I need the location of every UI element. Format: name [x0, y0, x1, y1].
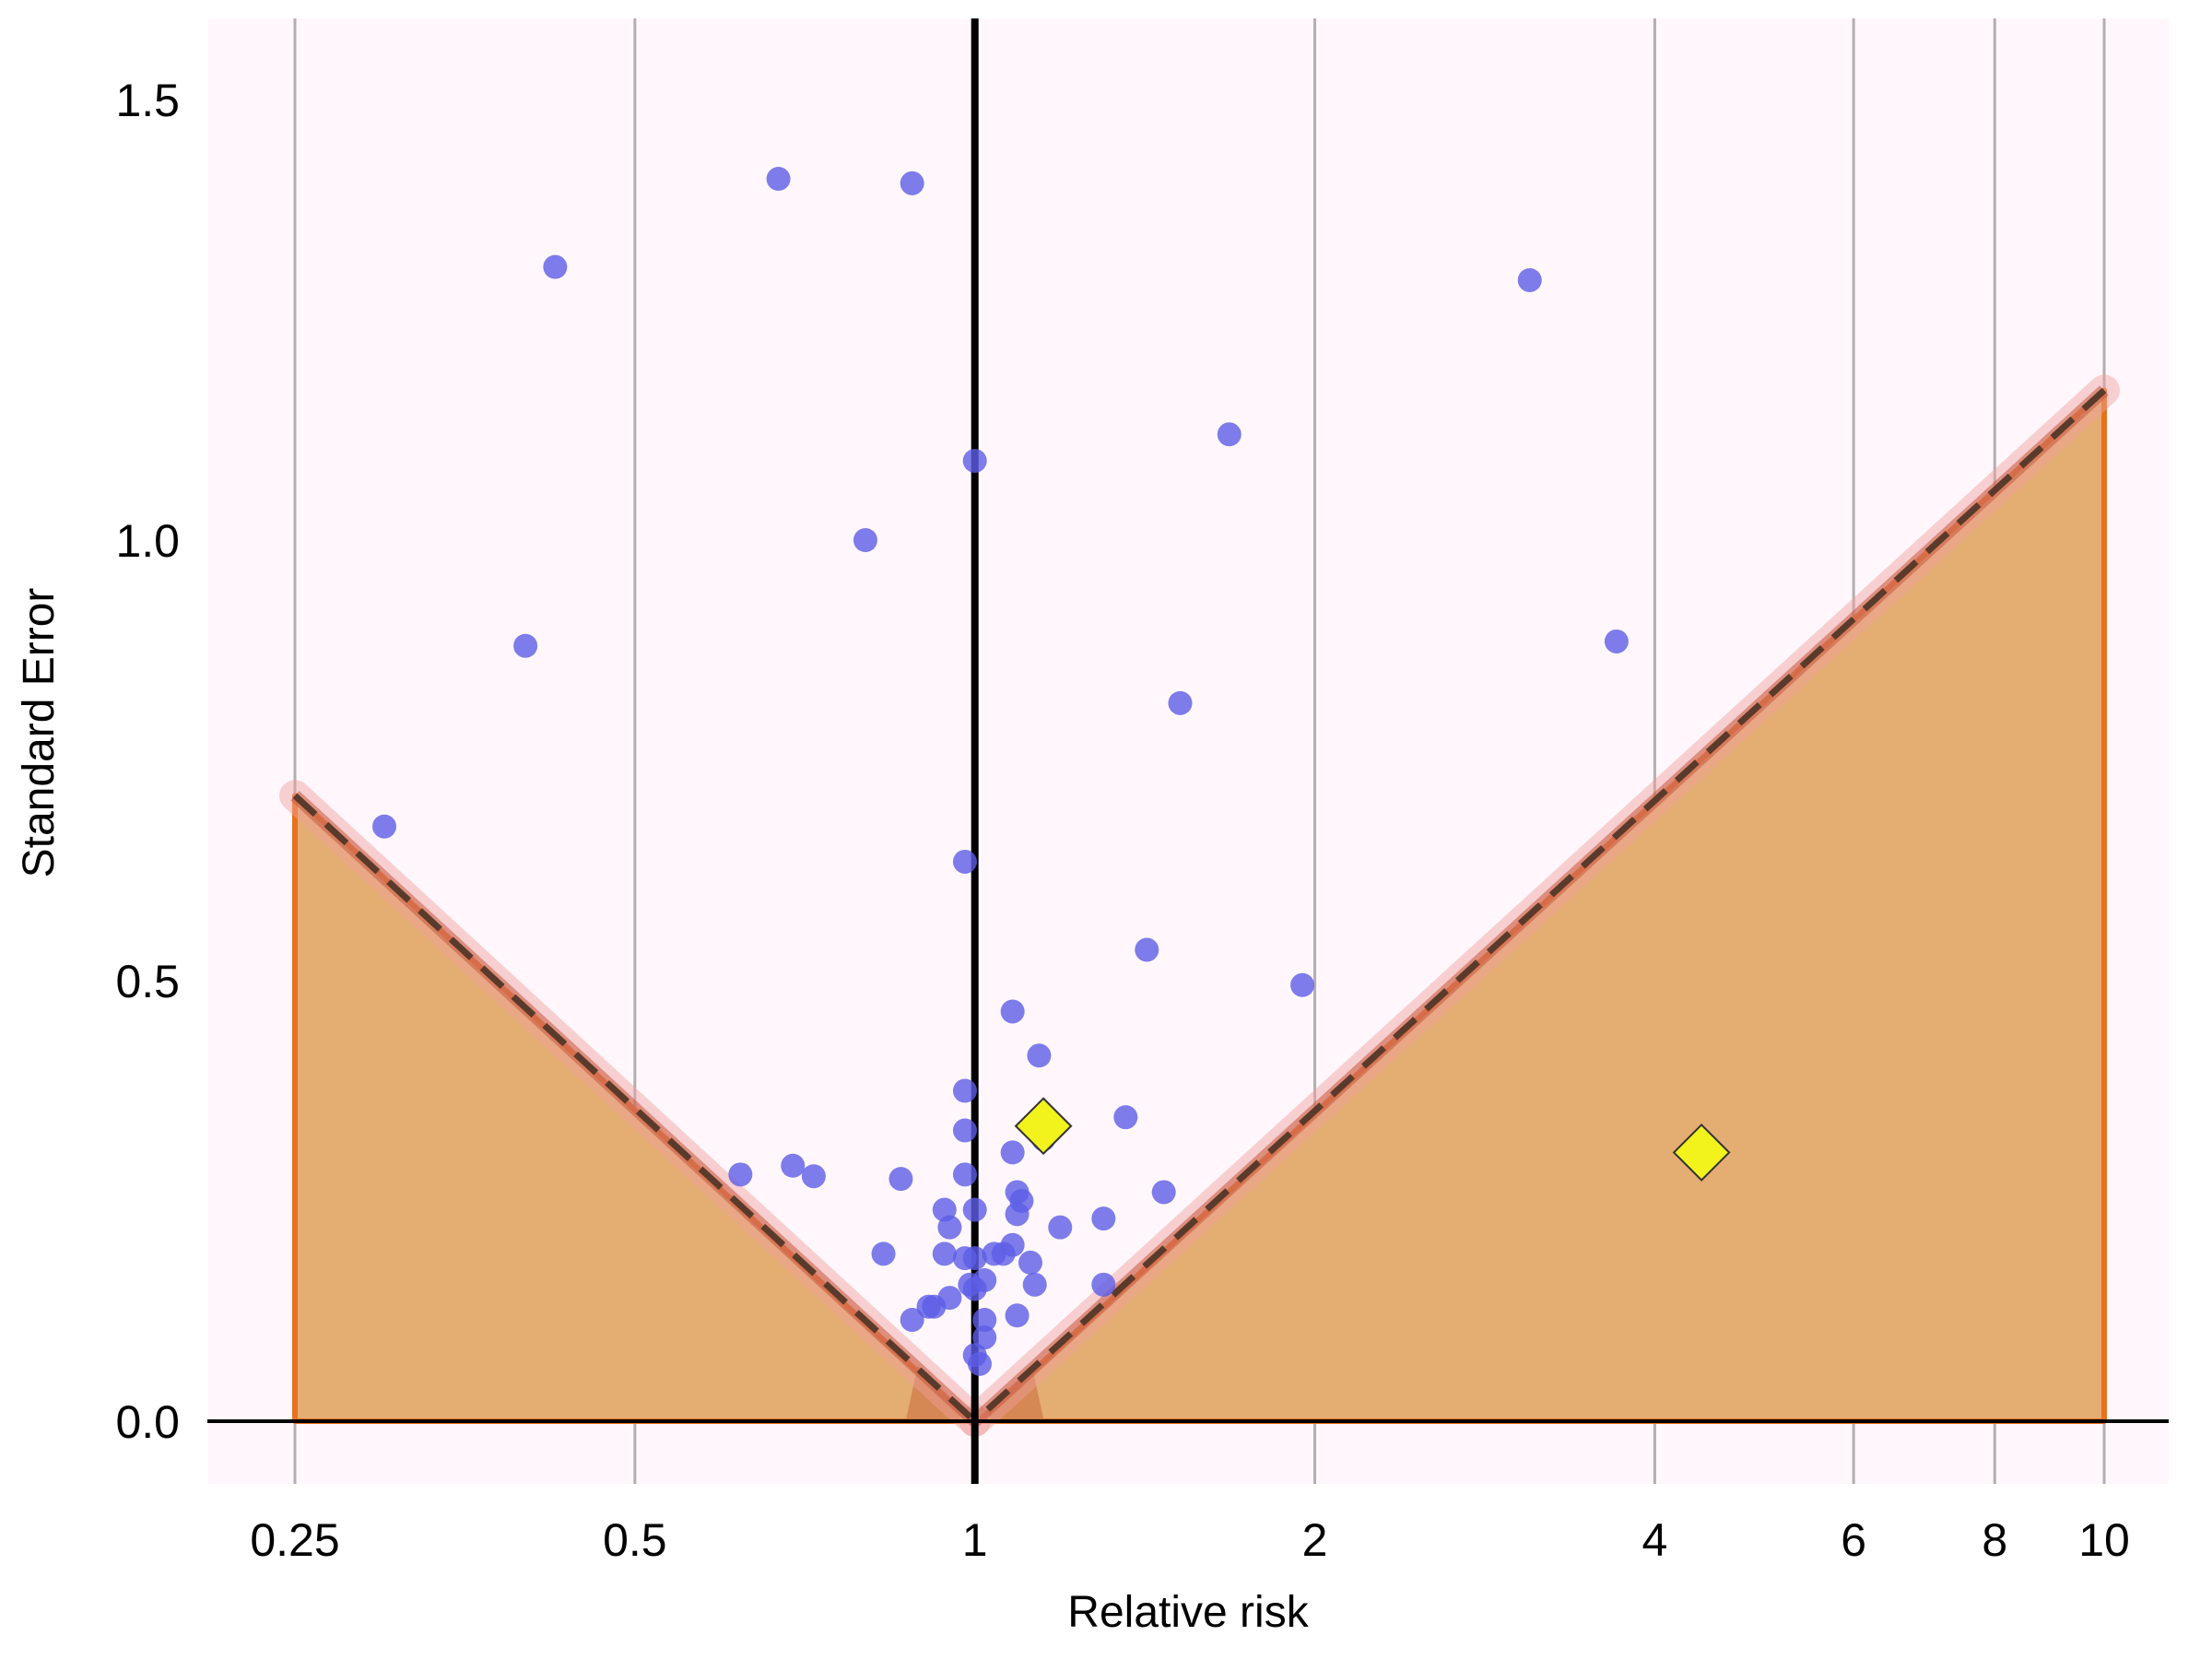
x-tick-label: 8: [1982, 1514, 2007, 1566]
x-tick-label: 0.25: [250, 1514, 339, 1566]
data-point: [952, 849, 977, 874]
data-point: [1517, 267, 1542, 292]
y-tick-label: 1.5: [115, 75, 180, 126]
y-axis-title: Standard Error: [15, 588, 64, 878]
x-axis-title: Relative risk: [1067, 1588, 1309, 1637]
data-point: [1048, 1215, 1073, 1240]
data-point: [888, 1167, 913, 1192]
data-point: [1168, 690, 1193, 715]
x-tick-label: 1: [962, 1514, 988, 1566]
data-point: [900, 171, 924, 195]
data-point: [801, 1164, 826, 1189]
data-point: [1005, 1303, 1030, 1328]
data-point: [1604, 629, 1629, 653]
data-point: [513, 633, 538, 658]
data-point: [972, 1325, 997, 1350]
data-point: [1135, 937, 1159, 962]
data-point: [952, 1162, 977, 1187]
y-tick-label: 1.0: [115, 515, 180, 567]
data-point: [766, 167, 791, 192]
data-point: [543, 254, 568, 279]
data-point: [937, 1215, 962, 1240]
data-point: [1091, 1272, 1116, 1297]
data-point: [871, 1241, 896, 1266]
data-point: [962, 1246, 987, 1271]
data-point: [1018, 1250, 1043, 1275]
data-point: [962, 448, 987, 473]
data-point: [932, 1241, 957, 1266]
data-points: [372, 167, 1731, 1376]
data-point: [952, 1118, 977, 1143]
x-tick-label: 6: [1841, 1514, 1866, 1566]
x-tick-label: 10: [2078, 1514, 2130, 1566]
data-point: [900, 1308, 924, 1333]
x-tick-label: 4: [1641, 1514, 1667, 1566]
y-tick-label: 0.0: [115, 1396, 180, 1448]
diamond-marker: [1672, 1124, 1731, 1182]
x-tick-label: 0.5: [603, 1514, 667, 1566]
y-tick-label: 0.5: [115, 956, 180, 1007]
data-point: [1217, 422, 1241, 447]
data-point: [991, 1241, 1016, 1266]
data-point: [1000, 999, 1025, 1024]
data-point: [1005, 1202, 1030, 1227]
data-point: [1027, 1043, 1052, 1068]
data-point: [728, 1162, 753, 1187]
data-point: [1000, 1140, 1025, 1165]
data-point: [972, 1308, 997, 1333]
diamond-marker: [1014, 1097, 1073, 1156]
data-point: [952, 1078, 977, 1103]
data-point: [781, 1153, 806, 1178]
x-tick-label: 2: [1302, 1514, 1328, 1566]
data-point: [1151, 1180, 1176, 1205]
data-point: [1022, 1272, 1047, 1297]
funnel-apex-band: [905, 1366, 1044, 1421]
data-point: [1113, 1105, 1138, 1130]
funnel-guide-right: [972, 387, 2107, 1424]
data-point: [853, 528, 877, 552]
tick-labels: 0.25 0.5 1 2 4 6 8 10 0.0 0.5 1.0 1.5: [115, 75, 2129, 1566]
data-point: [972, 1268, 997, 1293]
data-point: [962, 1197, 987, 1222]
data-point: [372, 814, 397, 839]
data-point: [1290, 972, 1315, 997]
data-point: [922, 1294, 947, 1319]
data-point: [967, 1351, 992, 1376]
funnel-guide-left: [292, 793, 978, 1424]
data-point: [1091, 1206, 1116, 1231]
axes: [207, 18, 2169, 1484]
